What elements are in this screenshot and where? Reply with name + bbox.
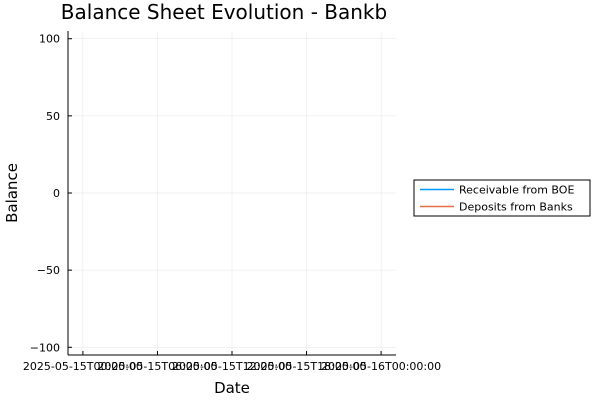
x-tick-label: 2025-05-15T12:00:00 [172, 360, 292, 373]
chart-title: Balance Sheet Evolution - Bankb [61, 0, 387, 24]
x-tick-label: 2025-05-15T00:00:00 [23, 360, 143, 373]
y-tick-label: 0 [53, 187, 60, 200]
legend-box [413, 179, 591, 217]
x-axis-ticks: 2025-05-15T00:00:002025-05-15T06:00:0020… [23, 351, 441, 373]
y-tick-label: −50 [37, 264, 60, 277]
y-tick-label: 100 [39, 33, 60, 46]
y-tick-label: −100 [30, 341, 60, 354]
x-tick-label: 2025-05-16T00:00:00 [321, 360, 441, 373]
legend-label: Deposits from Banks [459, 201, 573, 214]
y-axis-label: Balance [3, 163, 21, 223]
x-axis-label: Date [214, 379, 250, 397]
legend: Receivable from BOE Deposits from Banks [413, 179, 591, 217]
legend-label: Receivable from BOE [459, 184, 574, 197]
x-tick-label: 2025-05-15T18:00:00 [247, 360, 367, 373]
y-tick-label: 50 [46, 110, 60, 123]
gridlines [68, 31, 396, 355]
x-tick-label: 2025-05-15T06:00:00 [97, 360, 217, 373]
y-axis-ticks: −100 −50 0 50 100 [30, 33, 72, 354]
